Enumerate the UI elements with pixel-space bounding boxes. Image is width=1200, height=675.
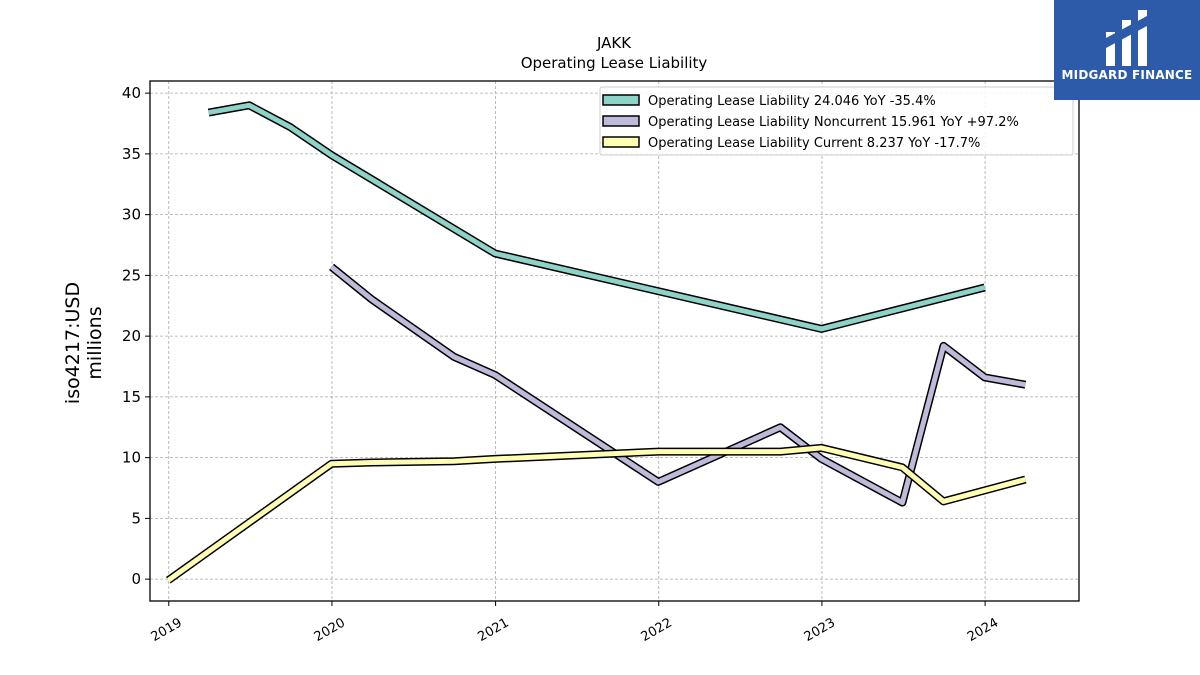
y-tick-label: 15	[122, 388, 141, 406]
series-line-fill	[166, 445, 1027, 583]
series-line-3	[165, 443, 1027, 584]
series-line-fill	[208, 102, 986, 332]
x-tick-label: 2021	[475, 615, 511, 645]
y-axis-label: iso4217:USD	[62, 282, 84, 404]
x-tick-label: 2024	[965, 615, 1001, 645]
y-tick-label: 30	[122, 206, 141, 224]
legend-swatch	[602, 94, 640, 106]
x-tick-label: 2019	[149, 615, 185, 645]
y-tick-label: 35	[122, 145, 141, 163]
legend: Operating Lease Liability 24.046 YoY -35…	[599, 86, 1074, 156]
plot-frame	[149, 80, 1080, 602]
series-layer	[165, 101, 1027, 584]
logo-text: MIDGARD FINANCE	[1061, 68, 1193, 82]
grid	[150, 81, 1079, 601]
chart-subtitle: Operating Lease Liability	[521, 54, 708, 72]
axes: 0 5 10 15 20 25 30 35 40 2019 2020 2021 2022 2023 2024	[122, 84, 1001, 645]
chart-title: JAKK	[596, 34, 632, 52]
legend-label: Operating Lease Liability Noncurrent 15.…	[648, 115, 1019, 130]
y-tick-label: 5	[131, 509, 141, 527]
x-tick-label: 2022	[639, 615, 675, 645]
y-tick-label: 0	[131, 570, 141, 588]
y-axis-label-units: millions	[84, 306, 106, 379]
x-tick-label: 2023	[802, 615, 838, 645]
series-line-fill	[329, 264, 1026, 506]
y-tick-label: 25	[122, 266, 141, 284]
y-tick-label: 40	[122, 84, 141, 102]
logo-mark-icon	[1106, 10, 1147, 66]
legend-swatch	[602, 115, 640, 127]
legend-swatch	[602, 136, 640, 148]
series-line-2	[328, 263, 1027, 507]
y-tick-label: 20	[122, 327, 141, 345]
midgard-finance-logo: MIDGARD FINANCE	[1054, 0, 1200, 100]
series-line-1	[207, 101, 986, 333]
legend-box	[599, 86, 1074, 156]
legend-label: Operating Lease Liability 24.046 YoY -35…	[648, 94, 936, 109]
legend-label: Operating Lease Liability Current 8.237 …	[648, 136, 980, 151]
y-tick-label: 10	[122, 449, 141, 467]
x-tick-label: 2020	[312, 615, 348, 645]
